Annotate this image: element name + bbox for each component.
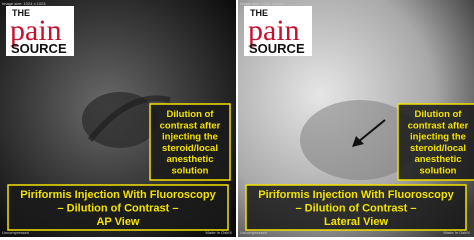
meta-top: Image size: 1024 x 1024 <box>240 1 284 6</box>
meta-bottom-right: Made In OsiriX <box>206 230 233 235</box>
callout-line: solution <box>172 166 209 177</box>
caption-line: Lateral View <box>324 216 388 228</box>
femoral-head <box>82 92 158 148</box>
meta-bottom-right: Made In OsiriX <box>444 230 471 235</box>
caption-line: Piriformis Injection With Fluoroscopy <box>258 189 454 201</box>
meta-top: Image size: 1024 x 1024 <box>2 1 46 6</box>
callout-line: contrast after <box>160 120 221 131</box>
callout-line: injecting the <box>410 132 466 143</box>
caption-line: – Dilution of Contrast – <box>58 203 179 215</box>
caption-box <box>245 184 467 231</box>
logo-box <box>244 6 312 56</box>
callout-line: injecting the <box>162 132 218 143</box>
logo-the: THE <box>12 8 30 18</box>
logo-source: SOURCE <box>11 41 67 56</box>
callout-line: anesthetic <box>167 154 214 165</box>
callout-line: steroid/local <box>410 143 466 154</box>
callout-line: contrast after <box>408 120 469 131</box>
caption-line: AP View <box>96 216 139 228</box>
callout-box <box>149 103 231 181</box>
arrow-head <box>352 136 364 147</box>
contrast-shadow <box>87 95 171 142</box>
callout-line: Dilution of <box>415 109 463 120</box>
meta-bottom: Uncompressed <box>240 230 267 235</box>
caption-line: – Dilution of Contrast – <box>296 203 417 215</box>
arrow <box>357 119 386 143</box>
caption-line: Piriformis Injection With Fluoroscopy <box>20 189 216 201</box>
callout-line: solution <box>420 166 457 177</box>
logo-source: SOURCE <box>249 41 305 56</box>
callout-line: steroid/local <box>162 143 218 154</box>
meta-bottom: Uncompressed <box>2 230 29 235</box>
callout-box <box>397 103 474 181</box>
logo-pain: pain <box>10 14 62 47</box>
logo-the: THE <box>250 8 268 18</box>
logo-pain: pain <box>248 14 300 47</box>
callout-line: Dilution of <box>167 109 215 120</box>
callout-line: anesthetic <box>415 154 462 165</box>
caption-box <box>7 184 229 231</box>
logo-box <box>6 6 74 56</box>
